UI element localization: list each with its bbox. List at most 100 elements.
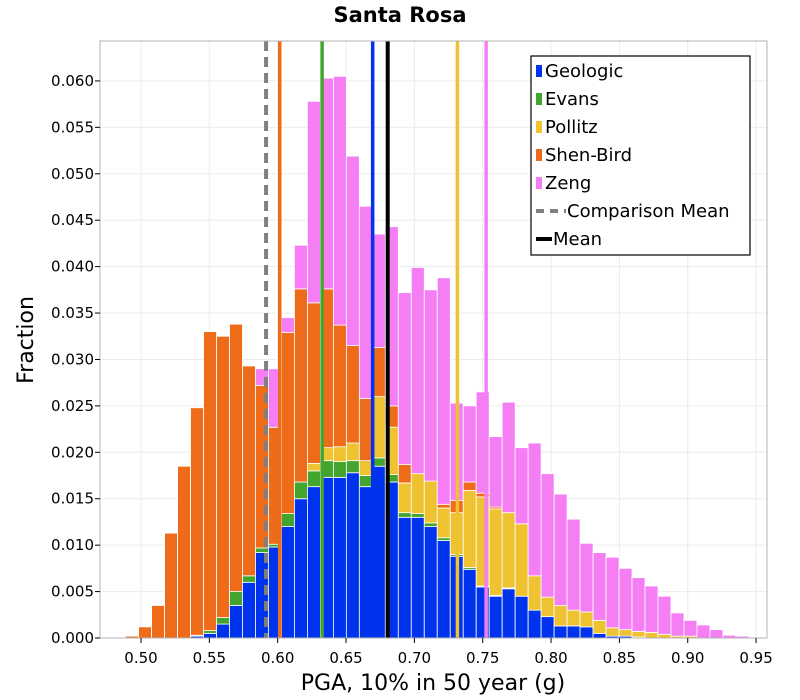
y-tick-label: 0.060 xyxy=(51,72,94,90)
bar-zeng-40 xyxy=(644,585,659,633)
y-tick-label: 0.015 xyxy=(51,490,94,508)
bar-geologic-26 xyxy=(462,568,477,639)
legend-label-shen-bird: Shen-Bird xyxy=(545,145,632,166)
bar-shen-bird-26 xyxy=(462,481,477,491)
x-tick-label: 0.95 xyxy=(739,649,772,667)
bar-zeng-23 xyxy=(423,289,438,482)
bar-evans-17 xyxy=(345,460,360,474)
bar-zeng-13 xyxy=(294,244,308,290)
y-tick-label: 0.045 xyxy=(51,211,94,229)
bar-zeng-43 xyxy=(683,619,698,637)
x-tick-label: 0.75 xyxy=(466,649,499,667)
bar-zeng-30 xyxy=(514,447,529,525)
bar-zeng-36 xyxy=(592,552,607,621)
bar-zeng-39 xyxy=(631,577,646,632)
y-tick-label: 0.030 xyxy=(51,350,94,368)
bar-shen-bird-8 xyxy=(229,323,243,592)
bar-shen-bird-17 xyxy=(345,345,360,444)
bar-evans-13 xyxy=(294,481,308,500)
bar-pollitz-39 xyxy=(631,631,646,638)
bar-pollitz-16 xyxy=(332,446,347,462)
bar-evans-21 xyxy=(397,512,412,518)
bar-pollitz-26 xyxy=(462,489,477,568)
legend-label-comparison-mean: Comparison Mean xyxy=(567,201,730,222)
bar-pollitz-22 xyxy=(410,473,425,514)
bar-evans-6 xyxy=(203,630,217,634)
bar-zeng-28 xyxy=(488,436,503,508)
bar-shen-bird-14 xyxy=(307,302,321,464)
y-tick-label: 0.055 xyxy=(51,118,94,136)
bar-evans-9 xyxy=(242,575,256,583)
bar-pollitz-29 xyxy=(501,512,516,589)
bar-geologic-31 xyxy=(527,609,542,639)
bar-geologic-17 xyxy=(345,472,360,639)
bar-geologic-8 xyxy=(229,605,243,639)
legend-label-geologic: Geologic xyxy=(545,61,623,82)
bar-pollitz-33 xyxy=(553,605,568,627)
bar-zeng-35 xyxy=(579,542,594,613)
plot-frame xyxy=(99,40,768,639)
bar-zeng-41 xyxy=(657,595,672,635)
bar-shen-bird-5 xyxy=(190,407,204,636)
bar-pollitz-32 xyxy=(540,596,555,618)
bar-pollitz-36 xyxy=(592,619,607,634)
bar-shen-bird-6 xyxy=(203,331,217,631)
bar-pollitz-35 xyxy=(579,611,594,628)
bar-zeng-12 xyxy=(281,317,295,333)
bar-pollitz-17 xyxy=(345,442,360,462)
bar-evans-24 xyxy=(436,537,451,541)
bar-evans-8 xyxy=(229,591,243,606)
bar-zeng-17 xyxy=(345,155,360,346)
x-tick-label: 0.85 xyxy=(603,649,636,667)
bar-evans-22 xyxy=(410,513,425,518)
bar-pollitz-30 xyxy=(514,523,529,597)
bar-geologic-21 xyxy=(397,516,412,639)
bar-zeng-21 xyxy=(397,292,412,465)
bar-geologic-35 xyxy=(579,626,594,639)
bar-shen-bird-1 xyxy=(138,626,152,639)
bar-pollitz-28 xyxy=(488,508,503,596)
bar-pollitz-38 xyxy=(618,629,633,637)
bar-evans-18 xyxy=(358,475,373,488)
bar-geologic-34 xyxy=(566,625,581,639)
x-axis-label: PGA, 10% in 50 year (g) xyxy=(301,671,565,696)
bar-evans-23 xyxy=(423,522,438,527)
bar-geologic-18 xyxy=(358,486,373,639)
x-tick-label: 0.65 xyxy=(329,649,362,667)
y-tick-label: 0.005 xyxy=(51,583,94,601)
bar-pollitz-21 xyxy=(397,482,412,514)
bar-shen-bird-18 xyxy=(358,398,373,462)
legend: Geologic Evans Pollitz Shen-Bird Zeng Compari… xyxy=(530,55,751,256)
bar-geologic-9 xyxy=(242,581,256,639)
bar-zeng-18 xyxy=(358,205,373,399)
bar-shen-bird-9 xyxy=(242,365,256,577)
bar-shen-bird-24 xyxy=(436,503,451,509)
bar-pollitz-23 xyxy=(423,480,438,524)
legend-label-mean: Mean xyxy=(553,229,602,250)
bar-zeng-42 xyxy=(670,612,685,637)
bar-shen-bird-2 xyxy=(151,605,165,639)
bar-zeng-33 xyxy=(553,493,568,606)
bar-evans-16 xyxy=(332,461,347,478)
legend-swatch-pollitz xyxy=(536,121,542,133)
bar-geologic-16 xyxy=(332,476,347,639)
y-tick-label: 0.035 xyxy=(51,304,94,322)
bar-zeng-16 xyxy=(332,75,347,326)
bar-pollitz-31 xyxy=(527,575,542,611)
x-tick-label: 0.60 xyxy=(261,649,294,667)
bar-shen-bird-7 xyxy=(216,335,230,618)
x-tick-label: 0.50 xyxy=(124,649,157,667)
bar-evans-10 xyxy=(255,547,269,553)
bar-zeng-14 xyxy=(307,100,321,304)
legend-swatch-geologic xyxy=(536,65,542,77)
chart-title: Santa Rosa xyxy=(333,3,466,27)
legend-swatch-evans xyxy=(536,93,542,105)
bar-geologic-33 xyxy=(553,625,568,639)
bar-pollitz-37 xyxy=(605,627,620,637)
bar-shen-bird-3 xyxy=(164,532,178,639)
bar-pollitz-40 xyxy=(644,632,659,639)
bar-zeng-34 xyxy=(566,518,581,611)
x-axis-ticks: 0.50 0.55 0.60 0.65 0.70 0.75 0.80 0.85 0.90 0.95 xyxy=(124,638,773,667)
bar-evans-7 xyxy=(216,617,230,625)
